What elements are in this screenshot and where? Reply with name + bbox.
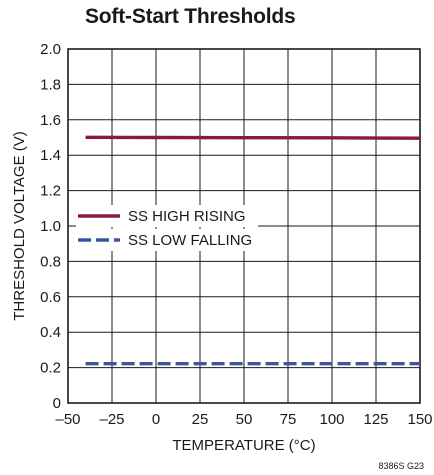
x-tick-label: 0 xyxy=(152,411,160,428)
legend: SS HIGH RISING SS LOW FALLING xyxy=(76,205,258,251)
y-tick-label: 0 xyxy=(53,395,61,412)
x-tick-label: –50 xyxy=(55,411,80,428)
series-line-ss-high-rising xyxy=(85,135,421,140)
chart-title: Soft-Start Thresholds xyxy=(85,5,296,28)
legend-background xyxy=(76,229,258,251)
x-tick-label: 75 xyxy=(280,411,297,428)
y-tick-label: 0.4 xyxy=(40,324,61,341)
x-tick-label: 100 xyxy=(319,411,344,428)
y-tick-label: 1.0 xyxy=(40,218,61,235)
y-tick-label: 1.4 xyxy=(40,147,61,164)
legend-background xyxy=(76,205,258,227)
x-tick-label: 150 xyxy=(407,411,432,428)
y-tick-label: 0.2 xyxy=(40,360,61,377)
y-tick-label: 1.2 xyxy=(40,183,61,200)
y-tick-label: 0.6 xyxy=(40,289,61,306)
x-tick-label: –25 xyxy=(99,411,124,428)
x-tick-label: 50 xyxy=(236,411,253,428)
y-tick-label: 1.8 xyxy=(40,76,61,93)
series-group xyxy=(85,135,421,366)
x-tick-label: 125 xyxy=(363,411,388,428)
legend-label: SS HIGH RISING xyxy=(128,208,246,225)
y-tick-label: 2.0 xyxy=(40,41,61,58)
x-tick-labels: –50 –25 0 25 50 75 100 125 150 xyxy=(55,411,432,428)
figure-id: 8386S G23 xyxy=(378,461,424,471)
y-axis-label: THRESHOLD VOLTAGE (V) xyxy=(11,131,28,320)
y-tick-labels: 0 0.2 0.4 0.6 0.8 1.0 1.2 1.4 1.6 1.8 2.0 xyxy=(40,41,61,412)
plot-frame xyxy=(67,48,421,404)
x-axis-label: TEMPERATURE (°C) xyxy=(172,437,315,454)
y-tick-label: 0.8 xyxy=(40,253,61,270)
x-tick-label: 25 xyxy=(192,411,209,428)
y-tick-label: 1.6 xyxy=(40,112,61,129)
legend-label: SS LOW FALLING xyxy=(128,232,252,249)
